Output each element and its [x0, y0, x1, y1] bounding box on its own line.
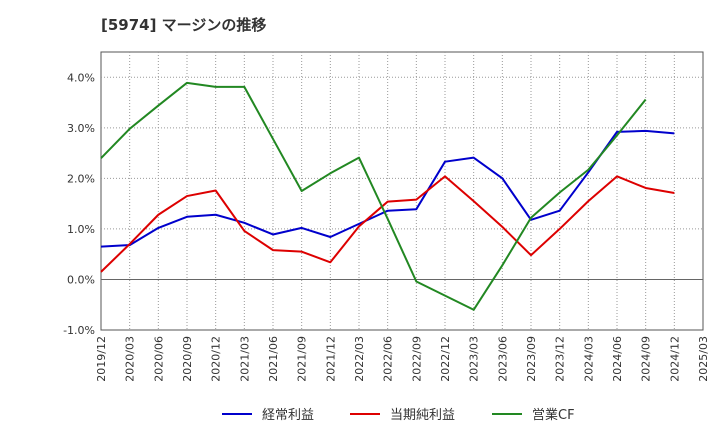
plot-frame	[100, 51, 704, 331]
x-tick-label: 2020/09	[181, 336, 194, 382]
x-tick-label: 2024/09	[640, 336, 653, 382]
y-tick-label: 1.0%	[67, 223, 95, 236]
y-tick-label: 2.0%	[67, 172, 95, 185]
x-tick-label: 2021/06	[267, 336, 280, 382]
x-tick-label: 2019/12	[95, 336, 108, 382]
y-tick-label: 4.0%	[67, 71, 95, 84]
x-tick-label: 2024/03	[582, 336, 595, 382]
x-tick-label: 2022/09	[410, 336, 423, 382]
legend-label: 営業CF	[532, 407, 575, 423]
x-tick-label: 2023/09	[525, 336, 538, 382]
x-tick-label: 2021/03	[238, 336, 251, 382]
series-line	[100, 81, 647, 311]
y-tick-label: -1.0%	[63, 324, 95, 337]
x-tick-label: 2021/12	[324, 336, 337, 382]
x-tick-label: 2020/03	[124, 336, 137, 382]
x-tick-label: 2020/12	[210, 336, 223, 382]
series-line	[100, 175, 675, 273]
y-tick-label: 0.0%	[67, 273, 95, 286]
x-tick-label: 2023/03	[468, 336, 481, 382]
chart-title: [5974] マージンの推移	[101, 16, 267, 34]
x-tick-label: 2022/06	[382, 336, 395, 382]
y-tick-label: 3.0%	[67, 122, 95, 135]
x-tick-label: 2023/06	[496, 336, 509, 382]
x-tick-label: 2022/12	[439, 336, 452, 382]
x-tick-label: 2021/09	[296, 336, 309, 382]
x-tick-label: 2025/03	[697, 336, 710, 382]
series-line	[100, 129, 675, 248]
legend-label: 当期純利益	[390, 408, 455, 423]
x-tick-label: 2020/06	[152, 336, 165, 382]
legend-label: 経常利益	[262, 408, 314, 423]
x-tick-label: 2024/12	[668, 336, 681, 382]
x-tick-label: 2023/12	[554, 336, 567, 382]
x-tick-label: 2022/03	[353, 336, 366, 382]
x-tick-label: 2024/06	[611, 336, 624, 382]
